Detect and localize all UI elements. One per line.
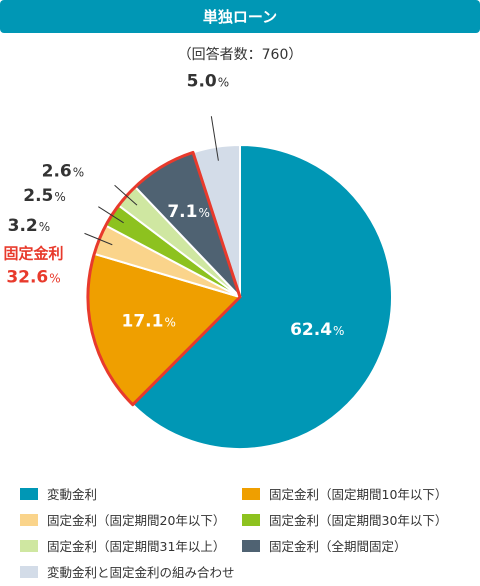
legend-item-6: 固定金利（全期間固定） — [242, 536, 407, 555]
legend-swatch — [242, 539, 260, 552]
slice-label-7: 5.0% — [187, 72, 230, 92]
legend-label: 固定金利（固定期間10年以下） — [269, 487, 448, 502]
legend-label: 固定金利（固定期間20年以下） — [47, 513, 226, 528]
legend-swatch — [242, 513, 260, 526]
leader-line-4 — [98, 206, 124, 224]
legend-item-7: 変動金利と固定金利の組み合わせ — [20, 562, 235, 581]
leader-line-7 — [210, 116, 219, 161]
legend-item-3: 固定金利（固定期間20年以下） — [20, 510, 225, 529]
legend-item-2: 固定金利（固定期間10年以下） — [242, 484, 447, 503]
legend-swatch — [20, 565, 38, 578]
legend-swatch — [20, 513, 38, 526]
slice-label-3: 3.2% — [8, 216, 51, 236]
legend-swatch — [20, 539, 38, 552]
legend-item-4: 固定金利（固定期間30年以下） — [242, 510, 447, 529]
legend-label: 固定金利（固定期間31年以上） — [47, 539, 226, 554]
legend-swatch — [242, 487, 260, 500]
legend-label: 変動金利と固定金利の組み合わせ — [47, 565, 235, 580]
fixed-rate-group-outline — [86, 150, 242, 407]
legend-label: 固定金利（固定期間30年以下） — [269, 513, 448, 528]
slice-label-2: 17.1% — [122, 311, 176, 331]
slice-label-5: 2.6% — [42, 162, 85, 182]
chart-title: 単独ローン — [202, 8, 278, 26]
legend-item-5: 固定金利（固定期間31年以上） — [20, 536, 225, 555]
legend-swatch — [20, 487, 38, 500]
group-label: 固定金利 — [3, 244, 63, 262]
pie-chart: 62.4% 17.1% 7.1% 5.0% 2.6% 2.5% 3.2% 固定金利 32.6% — [3, 72, 393, 450]
legend-item-1: 変動金利 — [20, 484, 97, 503]
chart-title-bar: 単独ローン — [0, 0, 480, 33]
leader-line-5 — [114, 184, 138, 206]
slice-label-4: 2.5% — [23, 186, 66, 206]
pie-slice-1 — [131, 143, 393, 450]
chart-subtitle: （回答者数：760） — [177, 47, 303, 63]
slice-label-1: 62.4% — [290, 320, 344, 340]
legend-label: 変動金利 — [47, 487, 98, 502]
group-value: 32.6% — [6, 267, 60, 287]
legend-label: 固定金利（全期間固定） — [269, 539, 407, 554]
slice-label-6: 7.1% — [167, 202, 210, 222]
leader-line-3 — [84, 232, 113, 246]
